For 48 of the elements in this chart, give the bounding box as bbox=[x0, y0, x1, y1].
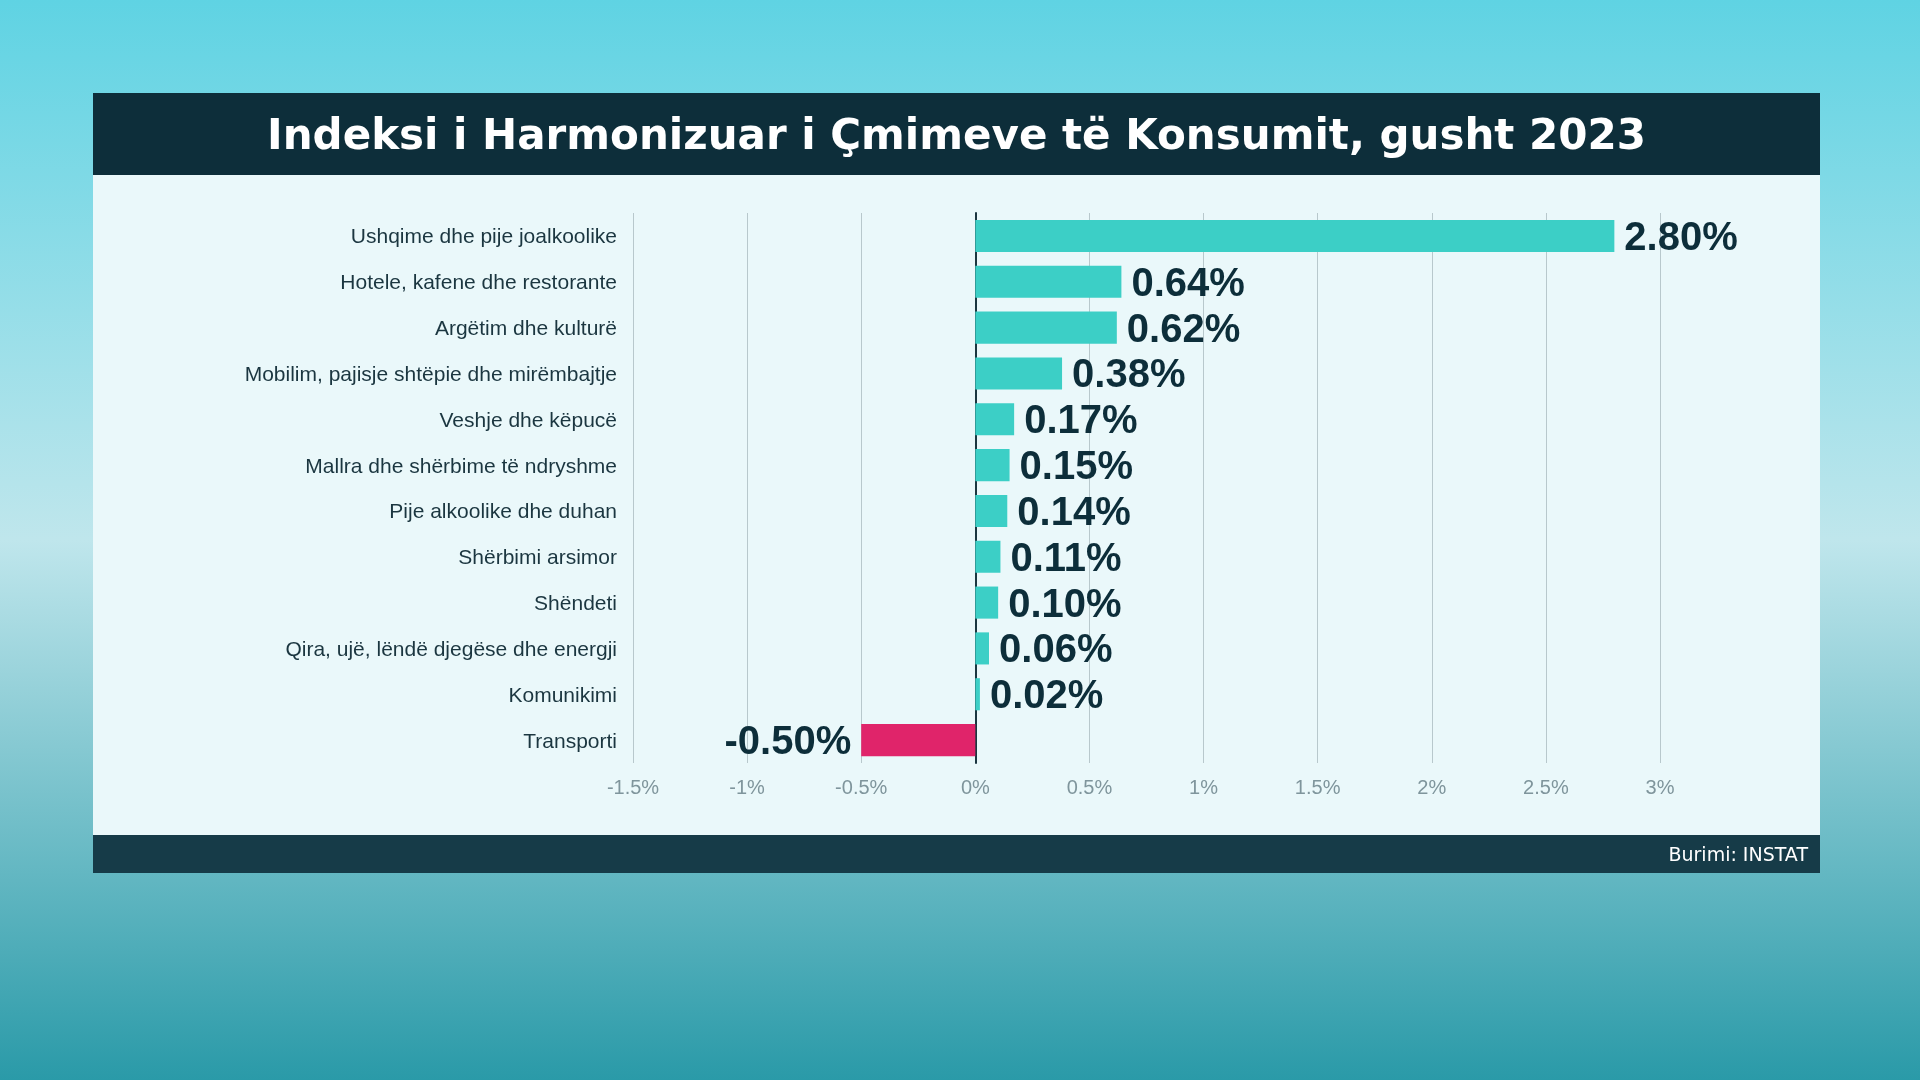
data-label: 0.02% bbox=[989, 672, 1104, 717]
x-tick-label: 2.5% bbox=[1523, 776, 1569, 798]
x-tick-label: -1.5% bbox=[606, 776, 660, 798]
data-label: 0.11% bbox=[1010, 534, 1122, 579]
bar bbox=[975, 494, 1008, 527]
y-tick-label: Pije alkoolike dhe duhan bbox=[389, 499, 617, 523]
y-tick-label: Ushqime dhe pije joalkoolike bbox=[350, 224, 617, 248]
bar bbox=[975, 265, 1122, 298]
bar bbox=[975, 357, 1063, 390]
x-tick-label: 0.5% bbox=[1066, 776, 1113, 798]
y-tick-label: Qira, ujë, lëndë djegëse dhe energji bbox=[285, 636, 617, 660]
data-label: 0.62% bbox=[1126, 305, 1241, 350]
y-tick-label: Transporti bbox=[523, 728, 617, 752]
y-tick-label: Komunikimi bbox=[508, 682, 617, 706]
bar bbox=[975, 678, 980, 711]
x-tick-label: 0% bbox=[960, 776, 990, 798]
x-tick-label: 3% bbox=[1645, 776, 1675, 798]
data-label: 0.17% bbox=[1024, 397, 1138, 442]
text: Burimi: INSTAT bbox=[93, 835, 1820, 873]
bar bbox=[861, 724, 976, 757]
y-tick-label: Argëtim dhe kulturë bbox=[434, 316, 617, 340]
data-label: 0.14% bbox=[1017, 488, 1131, 533]
x-tick-label: 1% bbox=[1189, 776, 1219, 798]
bar bbox=[975, 586, 999, 619]
bar bbox=[975, 632, 990, 665]
bar bbox=[975, 311, 1117, 344]
y-tick-label: Shërbimi arsimor bbox=[458, 545, 617, 569]
x-tick-label: -1% bbox=[729, 776, 766, 798]
bar bbox=[975, 403, 1015, 436]
y-tick-label: Shëndeti bbox=[534, 591, 617, 615]
data-label: -0.50% bbox=[724, 718, 852, 763]
bar bbox=[975, 219, 1615, 252]
x-tick-label: -0.5% bbox=[835, 776, 888, 798]
data-label: 0.10% bbox=[1008, 580, 1122, 625]
data-label: 0.15% bbox=[1019, 443, 1133, 488]
x-tick-label: 2% bbox=[1417, 776, 1447, 798]
bar bbox=[975, 540, 1001, 573]
chart-title: Indeksi i Harmonizuar i Çmimeve të Konsumit, gusht 2023 bbox=[93, 93, 1820, 175]
y-tick-label: Hotele, kafene dhe restorante bbox=[340, 270, 617, 294]
data-label: 2.80% bbox=[1624, 213, 1738, 258]
bar bbox=[975, 449, 1010, 482]
y-tick-label: Veshje dhe këpucë bbox=[439, 407, 617, 431]
y-tick-label: Mallra dhe shërbime të ndryshme bbox=[305, 453, 617, 477]
data-label: 0.38% bbox=[1072, 351, 1186, 396]
data-label: 0.06% bbox=[999, 626, 1113, 671]
data-label: 0.64% bbox=[1131, 259, 1245, 304]
x-tick-label: 1.5% bbox=[1294, 776, 1341, 798]
y-tick-label: Mobilim, pajisje shtëpie dhe mirëmbajtje bbox=[244, 361, 617, 385]
